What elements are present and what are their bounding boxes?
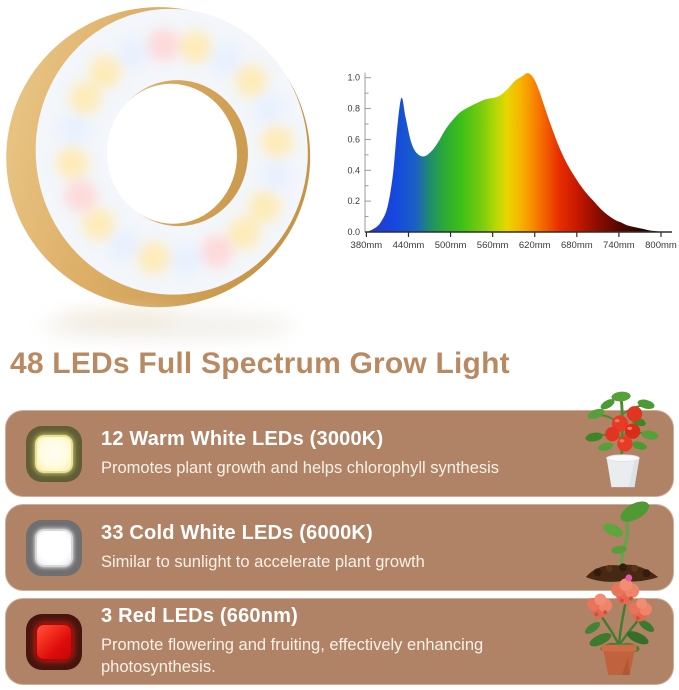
feature-card-red: 3 Red LEDs (660nm) Promote flowering and…	[5, 574, 674, 685]
warm-white-led-icon	[26, 425, 82, 482]
feature-description: Promotes plant growth and helps chloroph…	[101, 458, 500, 477]
svg-text:380mm: 380mm	[351, 240, 383, 251]
feature-card-cold-white: 33 Cold White LEDs (6000K) Similar to su…	[5, 501, 674, 591]
feature-card-warm-white: 12 Warm White LEDs (3000K) Promotes plan…	[5, 391, 674, 497]
feature-heading: 3 Red LEDs (660nm)	[101, 605, 298, 628]
svg-text:800mm: 800mm	[645, 240, 677, 251]
svg-text:680mm: 680mm	[561, 240, 593, 251]
svg-text:0.6: 0.6	[347, 134, 360, 144]
feature-heading: 33 Cold White LEDs (6000K)	[101, 521, 373, 544]
led-glow-spots	[56, 29, 294, 276]
tomato-plant-image	[577, 385, 667, 494]
cold-white-led-icon	[26, 519, 82, 576]
svg-text:740mm: 740mm	[603, 240, 635, 251]
center-hole	[106, 83, 237, 224]
feature-list: 12 Warm White LEDs (3000K) Promotes plan…	[5, 391, 674, 685]
page-title: 48 LEDs Full Spectrum Grow Light	[10, 347, 510, 380]
svg-text:500mm: 500mm	[435, 240, 467, 251]
svg-text:1.0: 1.0	[347, 73, 360, 83]
feature-description: Promote flowering and fruiting, effectiv…	[101, 636, 484, 676]
warm-white-led-chip	[35, 434, 73, 473]
reflection-warm	[60, 309, 180, 327]
seedling-image	[577, 493, 667, 588]
svg-text:0.0: 0.0	[347, 227, 360, 237]
svg-text:0.2: 0.2	[347, 196, 360, 206]
spectrum-area	[365, 73, 668, 232]
svg-text:0.8: 0.8	[347, 104, 360, 114]
red-led-icon	[26, 613, 82, 670]
flower-cluster	[587, 593, 613, 619]
feature-description: Similar to sunlight to accelerate plant …	[101, 552, 425, 571]
svg-text:0.4: 0.4	[347, 165, 360, 175]
cold-white-led-chip	[35, 528, 73, 567]
svg-text:620mm: 620mm	[519, 240, 551, 251]
feature-heading: 12 Warm White LEDs (3000K)	[101, 427, 384, 450]
svg-text:440mm: 440mm	[393, 240, 425, 251]
spectrum-chart: 0.0 0.2 0.4 0.6 0.8 1.0 380mm 440mm 500mm 560mm 62…	[331, 56, 679, 256]
red-led-chip	[35, 622, 73, 661]
flower-cluster	[628, 597, 652, 622]
svg-text:560mm: 560mm	[477, 240, 509, 251]
ring-light-image	[0, 0, 332, 350]
